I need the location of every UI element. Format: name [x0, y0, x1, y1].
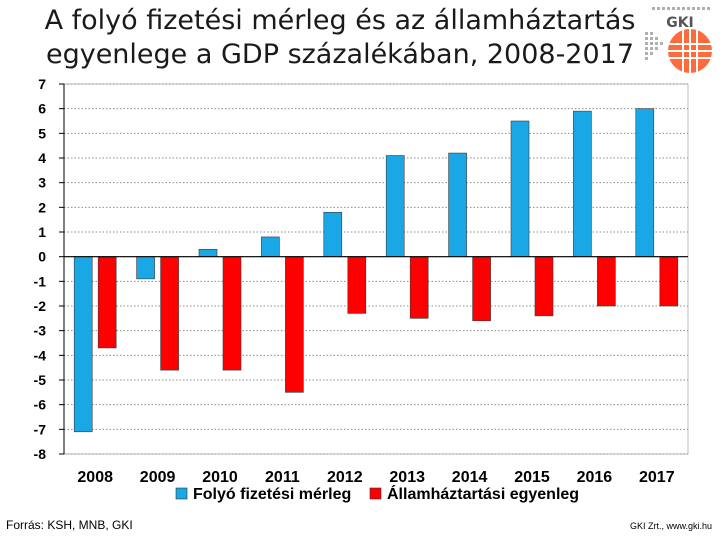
gki-logo-icon: GKI [645, 7, 712, 73]
bar-budget-balance [97, 256, 117, 349]
bar-budget-balance [659, 256, 679, 307]
y-tick-label: -3 [34, 323, 47, 339]
bar-budget-balance [597, 256, 616, 307]
y-tick-label: 5 [38, 125, 46, 141]
copyright-note: GKI Zrt., www.gki.hu [629, 521, 712, 531]
y-tick-label: -7 [34, 421, 47, 437]
bar-budget-balance [534, 256, 554, 317]
chart-title: A folyó fizetési mérleg és az államházta… [0, 4, 680, 72]
y-tick-label: -2 [34, 298, 47, 314]
bar-budget-balance [409, 256, 429, 319]
bar-budget-balance [160, 256, 179, 371]
bar-budget-balance [222, 256, 242, 371]
bar-current-account [198, 248, 218, 257]
x-tick-label: 2009 [140, 469, 176, 486]
y-tick-label: 2 [38, 199, 46, 215]
x-tick-label: 2015 [514, 469, 550, 486]
x-tick-label: 2013 [389, 469, 425, 486]
x-tick-label: 2012 [327, 469, 363, 486]
x-tick-label: 2011 [265, 469, 300, 486]
y-tick-label: 3 [38, 175, 46, 191]
x-tick-label: 2016 [577, 469, 613, 486]
y-tick-label: 1 [38, 224, 46, 240]
bar-current-account [635, 108, 655, 257]
bar-current-account [573, 110, 592, 257]
y-tick-label: 7 [38, 76, 46, 92]
x-tick-label: 2017 [639, 469, 675, 486]
logo-text: GKI [666, 15, 694, 31]
x-tick-label: 2014 [452, 469, 488, 486]
chart-title-line-2: egyenlege a GDP százalékában, 2008-2017 [45, 39, 635, 70]
bar-current-account [385, 155, 405, 257]
source-note: Forrás: KSH, MNB, GKI [6, 518, 133, 532]
y-tick-label: 0 [38, 249, 46, 265]
y-tick-label: -8 [34, 446, 47, 462]
bar-current-account [448, 152, 467, 257]
legend-current-account-swatch [175, 487, 188, 500]
y-tick-label: 4 [38, 150, 46, 166]
y-tick-label: -4 [34, 347, 47, 363]
bar-current-account [261, 236, 280, 257]
bar-budget-balance [347, 256, 367, 314]
x-tick-label: 2008 [77, 469, 113, 486]
bar-current-account [136, 256, 155, 280]
chart-title-line-1: A folyó fizetési mérleg és az államházta… [44, 5, 636, 36]
bar-budget-balance [285, 256, 304, 393]
legend-current-account-label: Folyó fizetési mérleg [193, 486, 351, 503]
y-tick-label: -1 [34, 273, 47, 289]
legend-budget-balance-label: Államháztartási egyenleg [387, 484, 579, 503]
y-tick-label: -6 [34, 397, 47, 413]
bar-budget-balance [472, 256, 491, 322]
y-tick-label: -5 [34, 372, 47, 388]
plot-area [63, 83, 689, 455]
y-tick-label: 6 [38, 101, 46, 117]
bar-current-account [73, 256, 93, 433]
bar-current-account [510, 120, 530, 257]
bar-current-account [323, 211, 343, 257]
x-tick-label: 2010 [202, 469, 238, 486]
legend-budget-balance-swatch [369, 487, 382, 500]
